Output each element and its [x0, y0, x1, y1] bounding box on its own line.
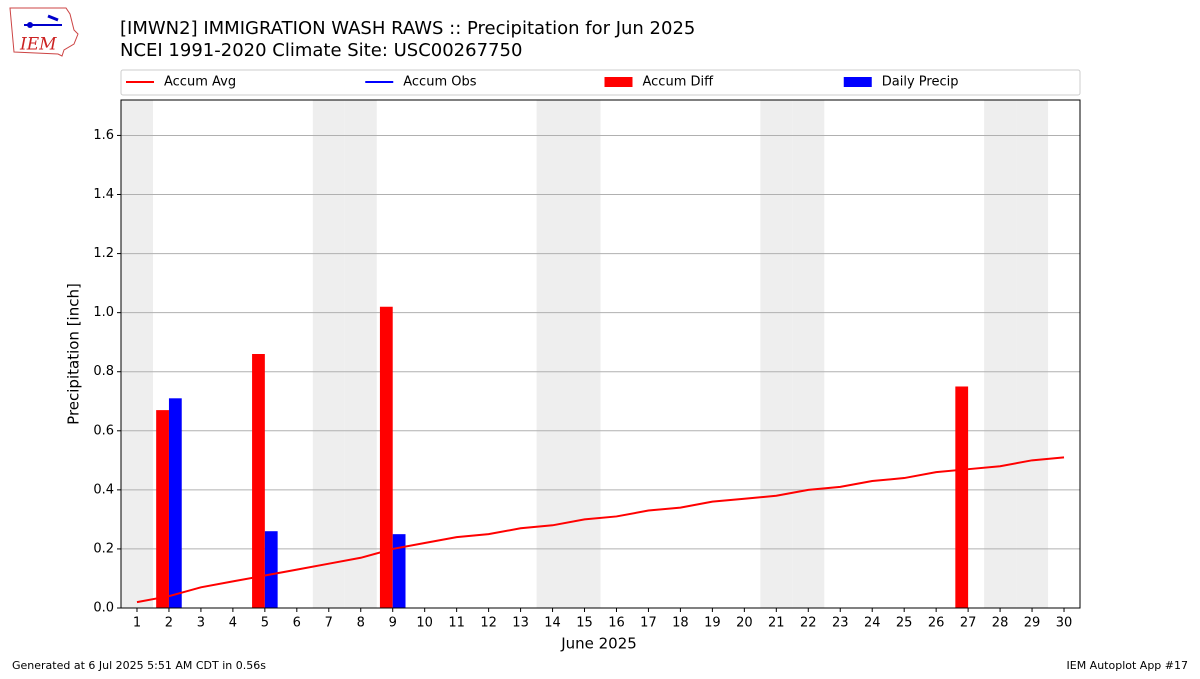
legend-swatch: [843, 77, 872, 87]
x-tick-label: 15: [576, 616, 593, 631]
y-tick-label: 1.6: [93, 128, 114, 143]
y-tick-label: 0.2: [93, 541, 114, 556]
x-tick-label: 16: [608, 616, 625, 631]
footer-left: Generated at 6 Jul 2025 5:51 AM CDT in 0…: [12, 659, 266, 672]
x-tick-label: 27: [960, 616, 977, 631]
weekend-shade: [121, 100, 153, 608]
footer-right: IEM Autoplot App #17: [1067, 659, 1189, 672]
bar: [264, 531, 278, 608]
x-tick-label: 25: [896, 616, 913, 631]
x-tick-label: 12: [480, 616, 497, 631]
x-tick-label: 26: [928, 616, 945, 631]
x-tick-label: 5: [261, 616, 269, 631]
x-tick-label: 7: [325, 616, 333, 631]
weekend-shade: [1016, 100, 1049, 608]
y-tick-label: 0.6: [93, 423, 114, 438]
weekend-shade: [344, 100, 377, 608]
x-tick-label: 17: [640, 616, 657, 631]
bar: [379, 306, 393, 608]
x-tick-label: 30: [1056, 616, 1073, 631]
x-tick-label: 9: [389, 616, 397, 631]
x-tick-label: 1: [133, 616, 141, 631]
bar: [955, 386, 969, 608]
legend-label: Daily Precip: [882, 75, 959, 90]
x-tick-label: 2: [165, 616, 173, 631]
y-tick-label: 1.0: [93, 305, 114, 320]
x-tick-label: 18: [672, 616, 689, 631]
logo-text: IEM: [19, 35, 57, 55]
x-tick-label: 22: [800, 616, 817, 631]
bar: [168, 398, 182, 608]
weekend-shade: [760, 100, 793, 608]
y-tick-label: 0.4: [93, 482, 114, 497]
weekend-shade: [984, 100, 1017, 608]
y-tick-label: 0.8: [93, 364, 114, 379]
line: [136, 456, 1065, 604]
x-tick-label: 10: [416, 616, 433, 631]
x-tick-label: 3: [197, 616, 205, 631]
x-tick-label: 20: [736, 616, 753, 631]
weekend-shade: [792, 100, 825, 608]
x-tick-label: 14: [544, 616, 561, 631]
y-tick-label: 0.0: [93, 601, 114, 616]
y-tick-label: 1.2: [93, 246, 114, 261]
x-tick-label: 29: [1024, 616, 1041, 631]
y-axis-label: Precipitation [inch]: [65, 283, 83, 425]
x-tick-label: 21: [768, 616, 785, 631]
x-tick-label: 6: [293, 616, 301, 631]
plot-frame: [120, 99, 1081, 609]
legend-box: [120, 69, 1081, 96]
x-axis-label: June 2025: [560, 635, 637, 653]
legend-label: Accum Obs: [403, 75, 476, 90]
y-tick-label: 1.4: [93, 187, 114, 202]
bar: [156, 410, 169, 608]
x-tick-label: 23: [832, 616, 849, 631]
x-tick-label: 11: [448, 616, 465, 631]
bar: [392, 534, 406, 608]
x-tick-label: 24: [864, 616, 881, 631]
x-tick-label: 28: [992, 616, 1009, 631]
x-tick-label: 13: [512, 616, 529, 631]
legend-label: Accum Avg: [164, 75, 236, 90]
x-tick-label: 19: [704, 616, 721, 631]
chart-title: [IMWN2] IMMIGRATION WASH RAWS :: Precipi…: [120, 18, 695, 39]
logo: IEM: [9, 7, 79, 57]
legend-swatch: [604, 77, 633, 87]
weekend-shade: [536, 100, 569, 608]
legend-label: Accum Diff: [643, 75, 715, 90]
weekend-shade: [568, 100, 601, 608]
bar: [252, 354, 265, 608]
weekend-shade: [312, 100, 345, 608]
chart-subtitle: NCEI 1991-2020 Climate Site: USC00267750: [120, 40, 522, 61]
x-tick-label: 4: [229, 616, 237, 631]
x-tick-label: 8: [357, 616, 365, 631]
